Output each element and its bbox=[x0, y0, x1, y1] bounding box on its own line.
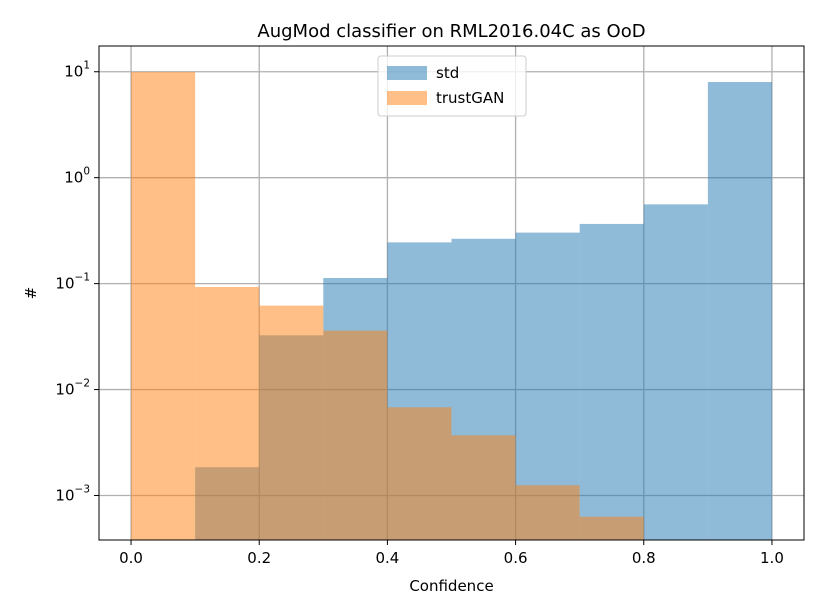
legend-label-trustGAN: trustGAN bbox=[436, 89, 504, 107]
legend-swatch-trustGAN bbox=[387, 91, 427, 105]
bar-std bbox=[579, 223, 644, 540]
legend: std trustGAN bbox=[377, 55, 527, 117]
y-axis-label: # bbox=[22, 287, 40, 300]
bar-trustGAN bbox=[579, 516, 644, 540]
x-tick-label: 0.8 bbox=[632, 549, 656, 567]
bar-trustGAN bbox=[323, 330, 388, 540]
bar-trustGAN bbox=[387, 407, 452, 540]
bar-trustGAN bbox=[131, 71, 196, 540]
x-tick-label: 1.0 bbox=[760, 549, 784, 567]
y-tick-label: 10−2 bbox=[55, 378, 90, 399]
bar-std bbox=[643, 204, 708, 541]
bar-trustGAN bbox=[259, 305, 324, 540]
x-tick-label: 0.4 bbox=[375, 549, 399, 567]
axis-ticks: 0.0 0.2 0.4 0.6 0.8 1.0 10−3 10−2 10−1 100 101 bbox=[55, 60, 783, 567]
x-tick-label: 0.2 bbox=[247, 549, 271, 567]
histogram-bars bbox=[131, 71, 772, 541]
y-tick-label: 100 bbox=[64, 166, 90, 187]
legend-label-std: std bbox=[436, 64, 459, 82]
x-axis-label: Confidence bbox=[409, 577, 493, 595]
plot-frame bbox=[98, 45, 805, 541]
y-tick-label: 101 bbox=[64, 60, 90, 81]
y-tick-label: 10−3 bbox=[55, 483, 90, 504]
y-tick-label: 10−1 bbox=[55, 272, 90, 293]
x-tick-label: 0.0 bbox=[119, 549, 143, 567]
x-tick-label: 0.6 bbox=[504, 549, 528, 567]
legend-swatch-std bbox=[387, 66, 427, 80]
bar-trustGAN bbox=[195, 286, 260, 540]
chart-title: AugMod classifier on RML2016.04C as OoD bbox=[257, 21, 645, 42]
bar-std bbox=[707, 82, 772, 540]
bar-trustGAN bbox=[451, 435, 516, 540]
bar-trustGAN bbox=[515, 485, 580, 540]
